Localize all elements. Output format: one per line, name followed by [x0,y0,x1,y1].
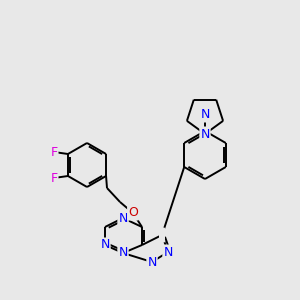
Text: N: N [163,245,173,259]
Text: N: N [118,212,128,224]
Text: N: N [100,238,110,251]
Text: N: N [118,247,128,260]
Text: N: N [147,256,157,268]
Text: F: F [50,172,58,184]
Text: F: F [50,146,58,158]
Text: O: O [128,206,138,220]
Text: N: N [200,109,210,122]
Text: N: N [200,128,210,140]
